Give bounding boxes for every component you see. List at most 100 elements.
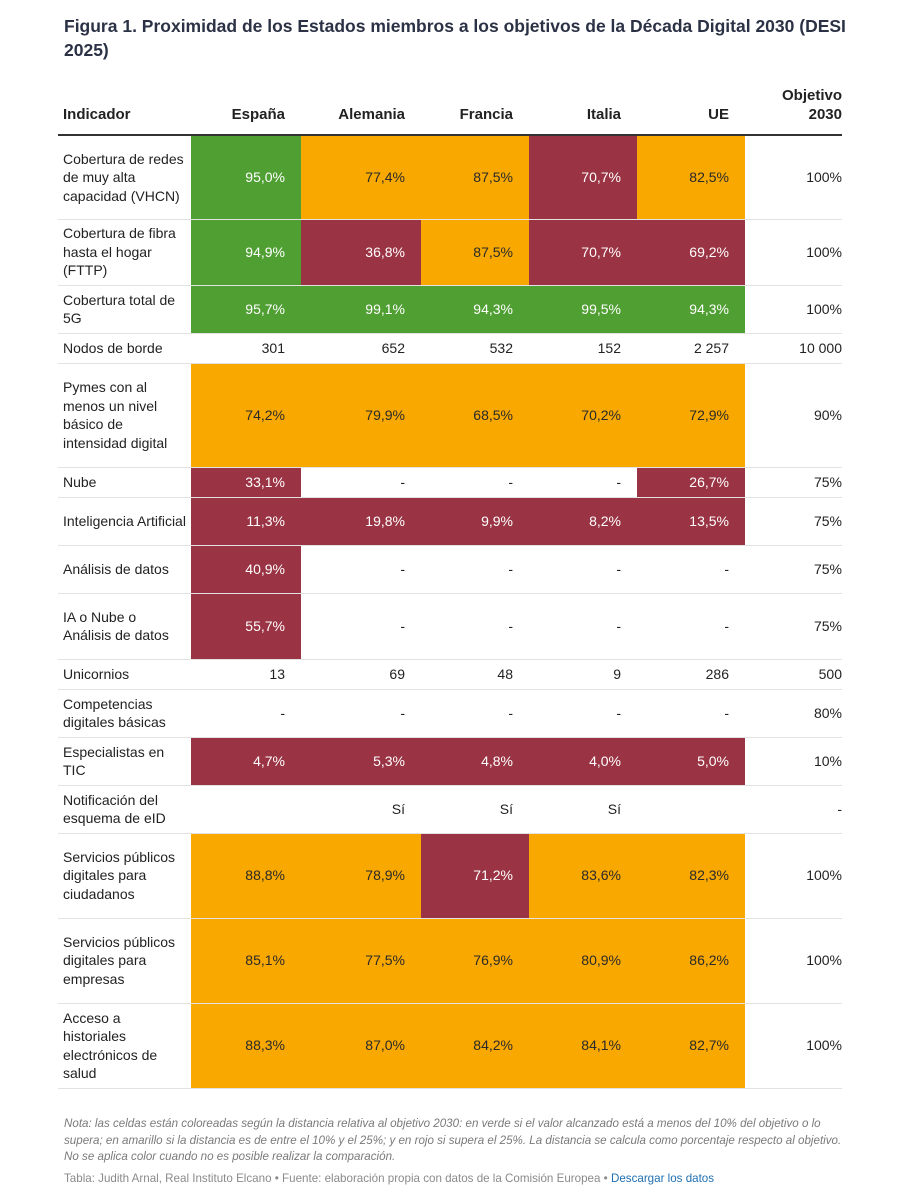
- target-cell: 90%: [745, 363, 842, 468]
- value-cell: 94,9%: [191, 219, 301, 286]
- target-cell: 100%: [745, 918, 842, 1004]
- value-cell: -: [637, 689, 745, 738]
- value-cell: 301: [191, 333, 301, 364]
- value-cell: 85,1%: [191, 918, 301, 1004]
- table-row: Servicios públicos digitales para ciudad…: [58, 833, 842, 919]
- value-cell: 77,4%: [301, 135, 421, 220]
- value-cell: 82,7%: [637, 1003, 745, 1089]
- value-cell: 70,7%: [529, 219, 637, 286]
- value-cell: 83,6%: [529, 833, 637, 919]
- value-cell: 652: [301, 333, 421, 364]
- target-cell: 75%: [745, 467, 842, 498]
- target-cell: -: [745, 785, 842, 834]
- value-cell: 82,3%: [637, 833, 745, 919]
- target-cell: 10 000: [745, 333, 842, 364]
- target-cell: 100%: [745, 219, 842, 286]
- table-row: IA o Nube o Análisis de datos 55,7% - - - -75…: [58, 593, 842, 660]
- value-cell: [191, 785, 301, 834]
- value-cell: 84,1%: [529, 1003, 637, 1089]
- header-row: Indicador España Alemania Francia Italia…: [58, 86, 842, 136]
- table-row: Análisis de datos 40,9% - - - -75%: [58, 545, 842, 594]
- table-row: Inteligencia Artificial 11,3% 19,8% 9,9% 8,2…: [58, 497, 842, 546]
- table-row: Nodos de borde 301 652 532 152 2 257 10 000: [58, 333, 842, 364]
- indicator-label: Servicios públicos digitales para empres…: [58, 918, 191, 1004]
- column-header: Italia: [529, 86, 637, 136]
- indicator-label: Nodos de borde: [58, 333, 191, 364]
- column-header-objetivo: Objetivo 2030: [745, 86, 842, 136]
- value-cell: 5,0%: [637, 737, 745, 786]
- target-cell: 75%: [745, 497, 842, 546]
- value-cell: 76,9%: [421, 918, 529, 1004]
- value-cell: 94,3%: [637, 285, 745, 334]
- value-cell: 55,7%: [191, 593, 301, 660]
- value-cell: -: [637, 545, 745, 594]
- value-cell: [637, 785, 745, 834]
- value-cell: 286: [637, 659, 745, 690]
- indicator-label: Acceso a historiales electrónicos de sal…: [58, 1003, 191, 1089]
- value-cell: 72,9%: [637, 363, 745, 468]
- value-cell: 48: [421, 659, 529, 690]
- value-cell: 13,5%: [637, 497, 745, 546]
- indicator-label: Cobertura de fibra hasta el hogar (FTTP): [58, 219, 191, 286]
- desi-table: Indicador España Alemania Francia Italia…: [58, 86, 842, 1089]
- credit-separator: •: [600, 1172, 611, 1185]
- value-cell: -: [301, 593, 421, 660]
- value-cell: 36,8%: [301, 219, 421, 286]
- indicator-label: Cobertura de redes de muy alta capacidad…: [58, 135, 191, 220]
- value-cell: 9: [529, 659, 637, 690]
- indicator-label: Competencias digitales básicas: [58, 689, 191, 738]
- value-cell: 70,7%: [529, 135, 637, 220]
- value-cell: 33,1%: [191, 467, 301, 498]
- target-cell: 100%: [745, 135, 842, 220]
- value-cell: 4,8%: [421, 737, 529, 786]
- value-cell: 87,5%: [421, 135, 529, 220]
- value-cell: Sí: [301, 785, 421, 834]
- target-cell: 100%: [745, 285, 842, 334]
- column-header-text: Objetivo 2030: [781, 87, 842, 123]
- value-cell: -: [301, 689, 421, 738]
- value-cell: 152: [529, 333, 637, 364]
- table-row: Unicornios 13 69 48 9 286 500: [58, 659, 842, 690]
- value-cell: 70,2%: [529, 363, 637, 468]
- table-row: Nube 33,1% - - -26,7% 75%: [58, 467, 842, 498]
- value-cell: -: [529, 593, 637, 660]
- value-cell: 9,9%: [421, 497, 529, 546]
- value-cell: 99,5%: [529, 285, 637, 334]
- value-cell: 19,8%: [301, 497, 421, 546]
- value-cell: -: [529, 467, 637, 498]
- column-header: UE: [637, 86, 745, 136]
- value-cell: 532: [421, 333, 529, 364]
- target-cell: 75%: [745, 545, 842, 594]
- value-cell: 11,3%: [191, 497, 301, 546]
- value-cell: 78,9%: [301, 833, 421, 919]
- value-cell: 88,3%: [191, 1003, 301, 1089]
- value-cell: 95,0%: [191, 135, 301, 220]
- value-cell: 94,3%: [421, 285, 529, 334]
- credit-separator: •: [271, 1172, 283, 1185]
- table-row: Servicios públicos digitales para empres…: [58, 918, 842, 1004]
- value-cell: -: [529, 689, 637, 738]
- value-cell: 2 257: [637, 333, 745, 364]
- value-cell: 87,0%: [301, 1003, 421, 1089]
- download-data-link[interactable]: Descargar los datos: [610, 1172, 715, 1185]
- value-cell: 4,7%: [191, 737, 301, 786]
- value-cell: -: [421, 689, 529, 738]
- indicator-label: Especialistas en TIC: [58, 737, 191, 786]
- value-cell: 86,2%: [637, 918, 745, 1004]
- column-header: Francia: [421, 86, 529, 136]
- value-cell: 99,1%: [301, 285, 421, 334]
- credit-author: Tabla: Judith Arnal, Real Instituto Elca…: [64, 1172, 272, 1185]
- value-cell: 69: [301, 659, 421, 690]
- column-header: Indicador: [58, 86, 191, 136]
- value-cell: -: [301, 467, 421, 498]
- value-cell: 68,5%: [421, 363, 529, 468]
- value-cell: 69,2%: [637, 219, 745, 286]
- target-cell: 80%: [745, 689, 842, 738]
- value-cell: 82,5%: [637, 135, 745, 220]
- table-row: Cobertura de fibra hasta el hogar (FTTP)…: [58, 219, 842, 286]
- table-row: Especialistas en TIC 4,7% 5,3% 4,8% 4,0% 5,0%…: [58, 737, 842, 786]
- value-cell: -: [421, 467, 529, 498]
- column-header: España: [191, 86, 301, 136]
- value-cell: 88,8%: [191, 833, 301, 919]
- value-cell: 40,9%: [191, 545, 301, 594]
